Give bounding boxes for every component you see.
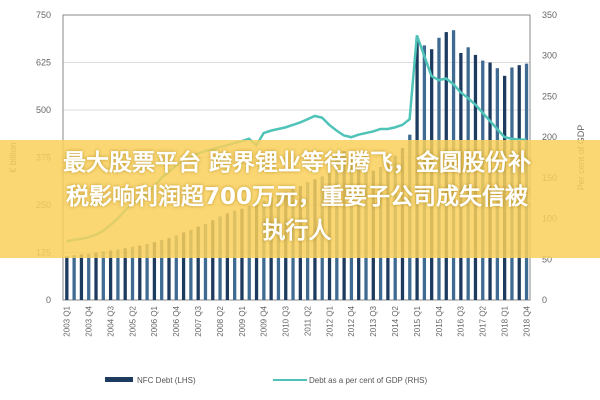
x-tick-label: 2006 Q4 <box>172 305 181 336</box>
x-tick-label: 2003 Q4 <box>85 305 94 336</box>
x-tick-label: 2009 Q1 <box>238 305 247 336</box>
legend-label-line: Debt as a per cent of GDP (RHS) <box>309 376 427 385</box>
bar <box>145 244 149 300</box>
x-tick-label: 2012 Q4 <box>347 305 356 336</box>
x-tick-label: 2006 Q1 <box>150 305 159 336</box>
legend-swatch-bar <box>105 377 133 382</box>
x-tick-label: 2009 Q4 <box>260 305 269 336</box>
x-tick-label: 2016 Q3 <box>457 305 466 336</box>
x-tick-label: 2008 Q2 <box>216 305 225 336</box>
headline-text[interactable]: 最大股票平台 跨界锂业等待腾飞，金圆股份补税影响利润超700万元，重要子公司成失… <box>62 150 531 244</box>
x-tick-label: 2003 Q1 <box>63 305 72 336</box>
x-tick-label: 2010 Q3 <box>282 305 291 336</box>
x-tick-label: 2005 Q2 <box>128 305 137 336</box>
right-tick-label: 50 <box>542 254 552 264</box>
bar <box>79 254 84 300</box>
bar <box>203 224 208 300</box>
left-tick-label: 500 <box>36 105 51 115</box>
x-tick-label: 2007 Q3 <box>194 305 203 336</box>
x-tick-label: 2013 Q3 <box>369 305 378 336</box>
right-tick-label: 300 <box>542 51 557 61</box>
bar <box>94 252 98 300</box>
bar <box>160 239 164 300</box>
bar <box>152 242 157 300</box>
left-tick-label: 625 <box>36 58 51 68</box>
bar <box>174 235 178 300</box>
x-tick-label: 2011 Q2 <box>303 305 312 336</box>
left-tick-label: 750 <box>36 10 51 20</box>
x-tick-label: 2004 Q3 <box>106 305 115 336</box>
x-tick-label: 2018 Q4 <box>522 305 531 336</box>
bar <box>181 232 186 300</box>
right-tick-label: 200 <box>542 132 557 142</box>
bar <box>189 229 193 300</box>
bar <box>101 251 105 300</box>
x-tick-label: 2014 Q2 <box>391 305 400 336</box>
right-tick-label: 250 <box>542 91 557 101</box>
bar <box>218 216 222 300</box>
bar <box>116 249 120 300</box>
right-tick-label: 350 <box>542 10 557 20</box>
bar <box>123 248 127 300</box>
bar <box>87 253 91 300</box>
headline-banner <box>0 140 600 258</box>
bar <box>167 238 171 300</box>
bar <box>72 255 76 300</box>
x-tick-label: 2015 Q1 <box>413 305 422 336</box>
bar <box>211 220 215 300</box>
bar <box>138 245 142 300</box>
bar <box>196 226 200 300</box>
bar <box>65 256 69 300</box>
x-tick-label: 2018 Q1 <box>500 305 509 336</box>
bar <box>130 246 135 300</box>
x-tick-label: 2015 Q4 <box>435 305 444 336</box>
x-tick-label: 2017 Q2 <box>479 305 488 336</box>
legend-label-bar: NFC Debt (LHS) <box>137 376 196 385</box>
left-tick-label: 0 <box>46 295 51 305</box>
x-tick-label: 2012 Q1 <box>325 305 334 336</box>
bar <box>108 250 113 300</box>
right-tick-label: 0 <box>542 295 547 305</box>
